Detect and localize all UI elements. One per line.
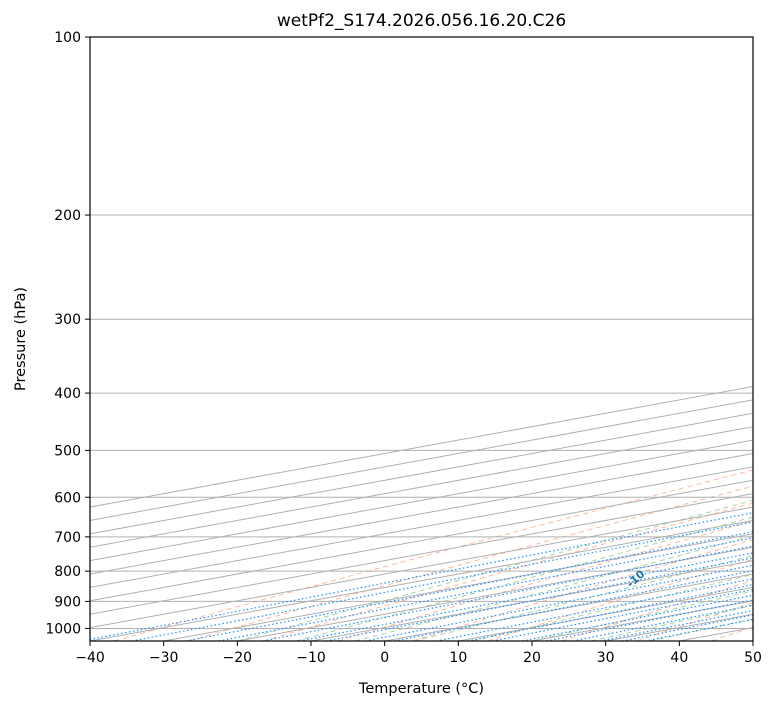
x-axis-title: Temperature (°C) bbox=[358, 681, 484, 697]
isotherm-line bbox=[90, 452, 753, 575]
y-tick-label: 1000 bbox=[45, 621, 81, 637]
y-tick-label: 800 bbox=[54, 564, 81, 580]
isotherm-line bbox=[90, 479, 753, 602]
dry-adiabat-line bbox=[113, 469, 753, 641]
moist-adiabat-line bbox=[531, 590, 753, 641]
y-tick-label: 500 bbox=[54, 443, 81, 459]
isotherm-line bbox=[163, 533, 753, 641]
x-tick-label: 40 bbox=[670, 650, 688, 666]
x-tick-label: 0 bbox=[380, 650, 389, 666]
y-tick-label: 300 bbox=[54, 312, 81, 328]
isotherm-line bbox=[90, 466, 753, 588]
y-tick-label: 700 bbox=[54, 530, 81, 546]
x-tick-label: 20 bbox=[523, 650, 541, 666]
isotherm-line bbox=[90, 439, 753, 562]
isotherm-line bbox=[90, 519, 753, 641]
x-tick-label: 50 bbox=[744, 650, 762, 666]
y-tick-label: 100 bbox=[54, 30, 81, 46]
x-tick-label: −10 bbox=[296, 650, 326, 666]
y-tick-label: 200 bbox=[54, 208, 81, 224]
x-tick-label: −30 bbox=[149, 650, 179, 666]
isotherm-line bbox=[90, 506, 753, 629]
mixing-ratio-line bbox=[467, 584, 753, 641]
dry-adiabat-line bbox=[412, 539, 753, 641]
y-tick-label: 900 bbox=[54, 594, 81, 610]
isotherm-line bbox=[90, 426, 753, 548]
mixing-ratio-line bbox=[131, 521, 753, 641]
y-tick-label: 400 bbox=[54, 386, 81, 402]
mixing-ratio-line bbox=[394, 570, 753, 641]
y-tick-label: 600 bbox=[54, 490, 81, 506]
moist-adiabat-line bbox=[355, 535, 753, 641]
x-tick-label: 30 bbox=[597, 650, 615, 666]
x-tick-label: −20 bbox=[223, 650, 253, 666]
mixing-ratio-line bbox=[436, 578, 753, 641]
mixing-ratio-line bbox=[90, 512, 753, 641]
y-axis-title: Pressure (hPa) bbox=[13, 287, 29, 391]
x-tick-label: 10 bbox=[449, 650, 467, 666]
isotherm-line bbox=[90, 493, 753, 615]
chart-title: wetPf2_S174.2026.056.16.20.C26 bbox=[277, 11, 566, 31]
x-tick-label: −40 bbox=[75, 650, 105, 666]
plot-frame bbox=[89, 36, 754, 642]
moist-adiabat-line bbox=[296, 516, 753, 641]
